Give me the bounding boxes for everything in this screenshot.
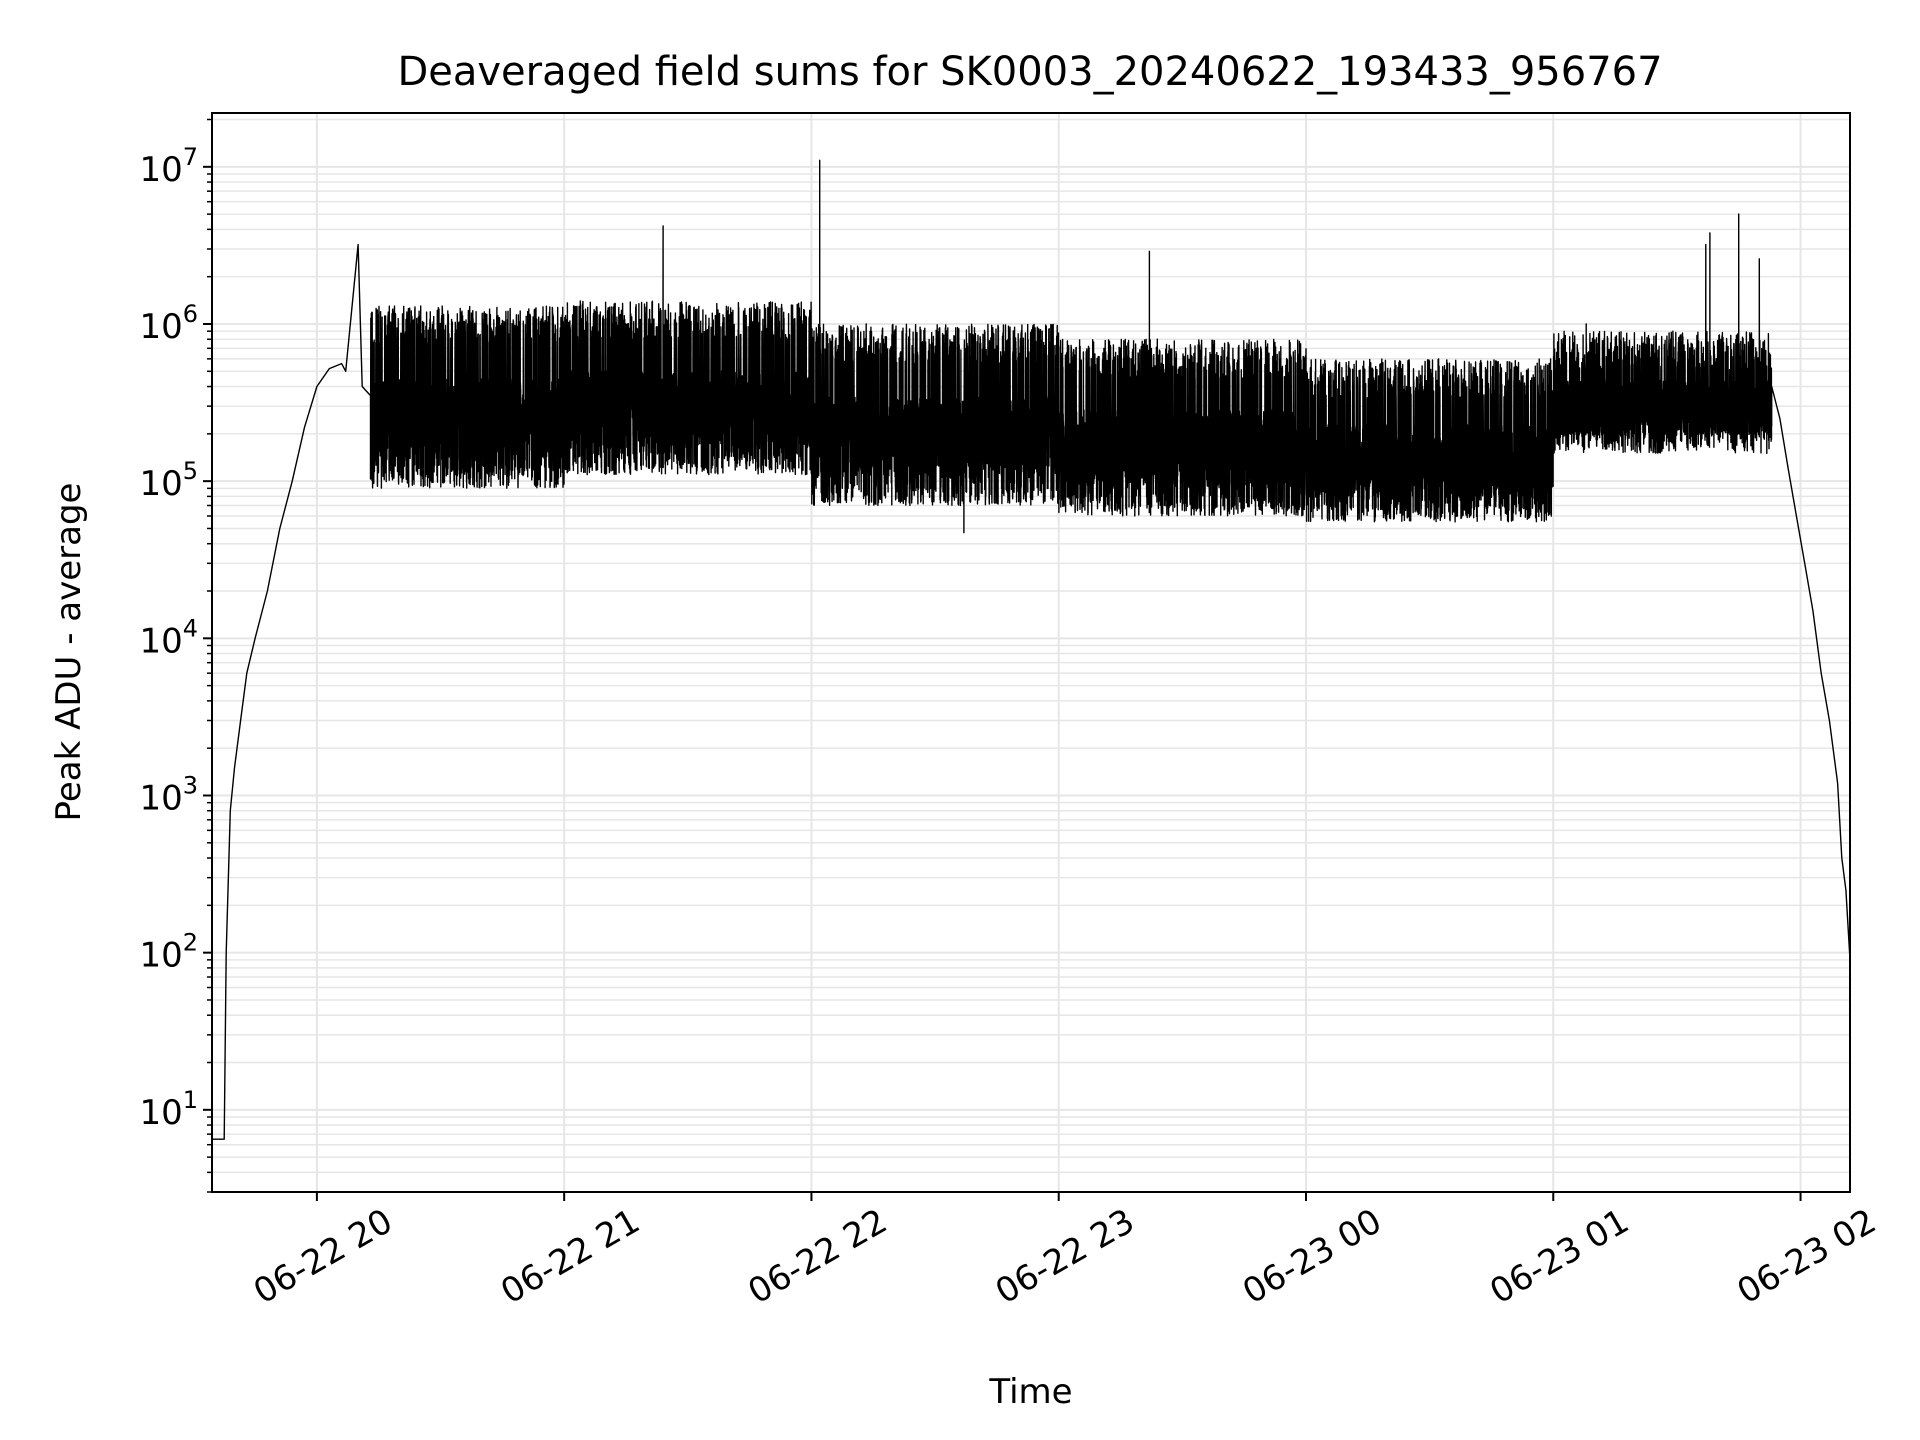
y-tick-label: 107 [139,143,198,190]
plot-frame [211,112,1851,1193]
y-tick-label: 105 [139,457,198,504]
y-tick-label: 102 [139,929,198,976]
y-tick-label: 101 [139,1086,198,1133]
y-tick-label: 103 [139,771,198,818]
series-layer [212,159,1851,1140]
x-axis-label: Time [988,1372,1072,1412]
series-line [212,159,1851,1140]
chart-title: Deaveraged field sums for SK0003_2024062… [397,49,1662,95]
y-axis-label: Peak ADU - average [49,483,89,822]
y-tick-label: 106 [139,300,198,347]
y-axis-ticks: 101 102 103 104 105 106 107 [139,118,212,1193]
y-tick-label: 104 [139,614,198,661]
